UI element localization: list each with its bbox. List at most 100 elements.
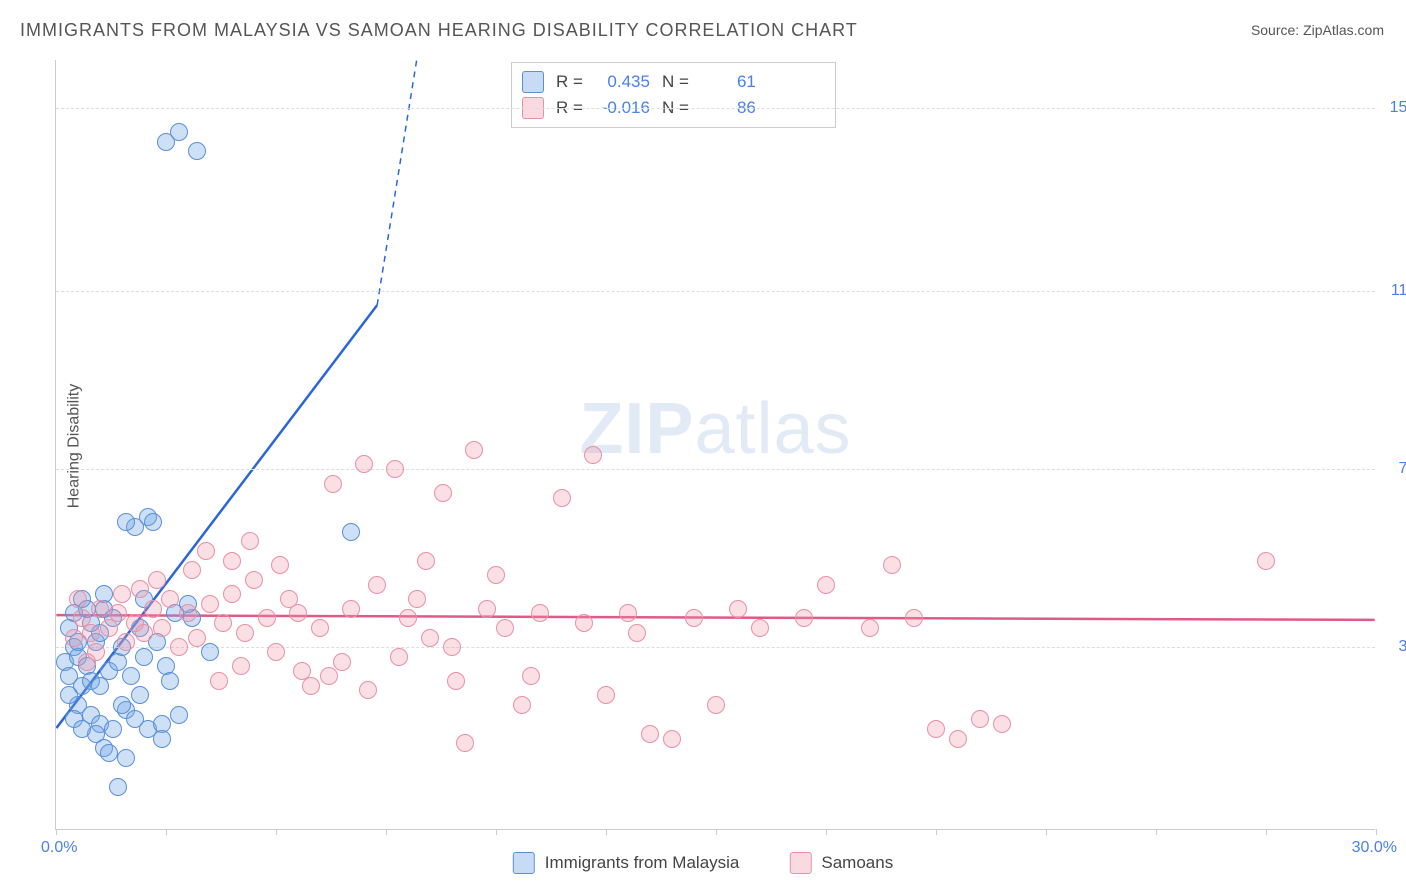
- legend-r-label-0: R =: [556, 72, 583, 92]
- gridline: [56, 108, 1375, 109]
- data-point: [210, 672, 228, 690]
- series-name-0: Immigrants from Malaysia: [545, 853, 740, 873]
- data-point: [82, 624, 100, 642]
- x-axis-min-label: 0.0%: [41, 839, 77, 857]
- data-point: [170, 123, 188, 141]
- data-point: [73, 720, 91, 738]
- data-point: [663, 730, 681, 748]
- data-point: [91, 677, 109, 695]
- legend-n-value-0: 61: [701, 72, 756, 92]
- series-swatch-blue: [513, 852, 535, 874]
- data-point: [584, 446, 602, 464]
- data-point: [421, 629, 439, 647]
- data-point: [144, 600, 162, 618]
- data-point: [170, 638, 188, 656]
- data-point: [91, 600, 109, 618]
- data-point: [342, 600, 360, 618]
- legend-swatch-blue: [522, 71, 544, 93]
- source-prefix: Source:: [1251, 22, 1303, 38]
- data-point: [320, 667, 338, 685]
- data-point: [531, 604, 549, 622]
- x-tick: [56, 829, 57, 835]
- data-point: [109, 778, 127, 796]
- data-point: [496, 619, 514, 637]
- data-point: [456, 734, 474, 752]
- data-point: [232, 657, 250, 675]
- data-point: [478, 600, 496, 618]
- data-point: [434, 484, 452, 502]
- series-name-1: Samoans: [821, 853, 893, 873]
- data-point: [861, 619, 879, 637]
- x-tick: [1376, 829, 1377, 835]
- y-tick-label: 11.2%: [1380, 282, 1406, 300]
- data-point: [386, 460, 404, 478]
- data-point: [271, 556, 289, 574]
- x-axis-max-label: 30.0%: [1352, 839, 1397, 857]
- data-point: [575, 614, 593, 632]
- x-tick: [936, 829, 937, 835]
- data-point: [1257, 552, 1275, 570]
- data-point: [417, 552, 435, 570]
- data-point: [465, 441, 483, 459]
- x-tick: [606, 829, 607, 835]
- data-point: [100, 744, 118, 762]
- data-point: [188, 142, 206, 160]
- data-point: [927, 720, 945, 738]
- data-point: [214, 614, 232, 632]
- data-point: [333, 653, 351, 671]
- data-point: [161, 672, 179, 690]
- data-point: [729, 600, 747, 618]
- y-tick-label: 3.8%: [1380, 638, 1406, 656]
- data-point: [65, 629, 83, 647]
- data-point: [443, 638, 461, 656]
- data-point: [949, 730, 967, 748]
- x-tick: [386, 829, 387, 835]
- y-tick-label: 7.5%: [1380, 460, 1406, 478]
- data-point: [104, 720, 122, 738]
- data-point: [905, 609, 923, 627]
- data-point: [522, 667, 540, 685]
- data-point: [161, 590, 179, 608]
- data-point: [513, 696, 531, 714]
- data-point: [201, 595, 219, 613]
- data-point: [487, 566, 505, 584]
- data-point: [113, 696, 131, 714]
- data-point: [399, 609, 417, 627]
- data-point: [390, 648, 408, 666]
- legend-r-value-0: 0.435: [595, 72, 650, 92]
- legend-row-blue: R = 0.435 N = 61: [522, 69, 825, 95]
- data-point: [355, 455, 373, 473]
- data-point: [597, 686, 615, 704]
- y-tick-label: 15.0%: [1380, 99, 1406, 117]
- data-point: [408, 590, 426, 608]
- data-point: [289, 604, 307, 622]
- data-point: [641, 725, 659, 743]
- data-point: [122, 667, 140, 685]
- data-point: [223, 585, 241, 603]
- data-point: [135, 624, 153, 642]
- data-point: [131, 580, 149, 598]
- gridline: [56, 291, 1375, 292]
- correlation-legend: R = 0.435 N = 61 R = -0.016 N = 86: [511, 62, 836, 128]
- data-point: [368, 576, 386, 594]
- data-point: [751, 619, 769, 637]
- watermark-light: atlas: [694, 389, 851, 469]
- data-point: [153, 619, 171, 637]
- data-point: [183, 561, 201, 579]
- data-point: [359, 681, 377, 699]
- data-point: [117, 513, 135, 531]
- data-point: [628, 624, 646, 642]
- data-point: [144, 513, 162, 531]
- data-point: [117, 633, 135, 651]
- data-point: [236, 624, 254, 642]
- data-point: [267, 643, 285, 661]
- data-point: [188, 629, 206, 647]
- gridline: [56, 647, 1375, 648]
- data-point: [179, 604, 197, 622]
- data-point: [201, 643, 219, 661]
- series-legend-item-0: Immigrants from Malaysia: [513, 852, 740, 874]
- x-tick: [716, 829, 717, 835]
- data-point: [971, 710, 989, 728]
- x-tick: [1266, 829, 1267, 835]
- data-point: [241, 532, 259, 550]
